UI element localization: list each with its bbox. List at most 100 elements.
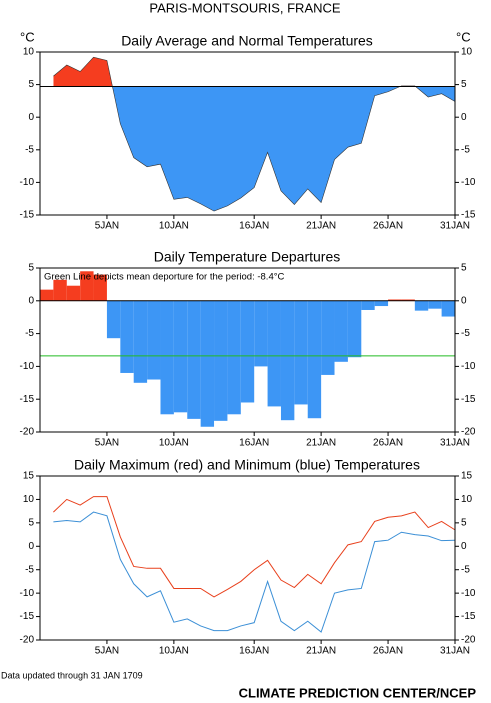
y2-tick-label: 5 [461, 263, 467, 274]
y2-tick-label: -20 [461, 635, 476, 646]
bar [173, 300, 188, 413]
series-line [53, 511, 456, 633]
chart-title: Daily Maximum (red) and Minimum (blue) T… [74, 457, 420, 473]
y2-tick-label: 5 [461, 517, 467, 528]
credit: CLIMATE PREDICTION CENTER/NCEP [239, 685, 477, 700]
update-note: Data updated through 31 JAN 1709 [1, 670, 143, 680]
bar [80, 271, 94, 301]
y2-tick-label: 0 [461, 541, 467, 552]
x-tick-label: 26JAN [373, 221, 403, 232]
bar [334, 300, 348, 362]
x-tick-label: 21JAN [306, 221, 336, 232]
bar [200, 300, 215, 427]
y2-tick-label: -10 [461, 361, 476, 372]
y2-tick-label: -20 [461, 427, 476, 438]
bar [227, 300, 241, 415]
y-tick-label: 15 [23, 471, 35, 482]
x-tick-label: 31JAN [440, 221, 470, 232]
plot-frame [39, 51, 456, 216]
chart-title: Daily Temperature Departures [154, 249, 341, 265]
x-tick-label: 5JAN [95, 221, 119, 232]
y-tick-label: -15 [20, 210, 35, 221]
average-line [53, 56, 456, 212]
bar [414, 300, 429, 311]
x-tick-label: 5JAN [95, 438, 119, 449]
y2-tick-label: 10 [461, 47, 473, 58]
x-tick-label: 31JAN [440, 646, 470, 657]
bar [66, 285, 81, 301]
bar [106, 300, 121, 339]
bar [441, 300, 455, 317]
y-tick-label: -10 [20, 361, 35, 372]
y-tick-label: -5 [25, 144, 34, 155]
bar [428, 300, 442, 309]
x-tick-label: 10JAN [159, 221, 189, 232]
y2-tick-label: 5 [461, 79, 467, 90]
y-tick-label: 0 [28, 295, 34, 306]
x-tick-label: 10JAN [159, 646, 189, 657]
plot-frame [39, 475, 456, 641]
bar [267, 300, 281, 407]
y2-tick-label: 15 [461, 471, 473, 482]
bar [321, 300, 335, 375]
y-tick-label: -5 [25, 328, 34, 339]
y2-tick-label: -5 [461, 328, 470, 339]
x-tick-label: 16JAN [239, 221, 269, 232]
bar [401, 299, 415, 301]
y-tick-label: -20 [20, 427, 35, 438]
y-tick-label: 10 [23, 494, 35, 505]
x-tick-label: 21JAN [306, 438, 336, 449]
y2-axis-label: °C [456, 29, 471, 44]
bar [147, 300, 161, 380]
bar [307, 300, 322, 419]
x-tick-label: 26JAN [373, 438, 403, 449]
y2-tick-label: -15 [461, 611, 476, 622]
plot-frame [39, 267, 456, 433]
bar [388, 299, 402, 301]
bar [374, 300, 389, 307]
y-tick-label: -15 [20, 611, 35, 622]
y-tick-label: -5 [25, 564, 34, 575]
y-tick-label: 0 [28, 541, 34, 552]
y-tick-label: 5 [28, 263, 34, 274]
y2-tick-label: 0 [461, 295, 467, 306]
y-tick-label: 5 [28, 517, 34, 528]
y-tick-label: -10 [20, 177, 35, 188]
y2-tick-label: -10 [461, 177, 476, 188]
x-tick-label: 21JAN [306, 646, 336, 657]
bar [93, 274, 107, 301]
y2-tick-label: -5 [461, 144, 470, 155]
bar [240, 300, 255, 403]
bar [53, 279, 67, 301]
y2-tick-label: -10 [461, 588, 476, 599]
bar [214, 300, 228, 421]
area-below [53, 86, 455, 212]
y2-tick-label: -15 [461, 210, 476, 221]
y-tick-label: -15 [20, 394, 35, 405]
y2-tick-label: 10 [461, 494, 473, 505]
y-tick-label: -20 [20, 635, 35, 646]
y2-tick-label: -5 [461, 564, 470, 575]
x-tick-label: 31JAN [440, 438, 470, 449]
y2-tick-label: -15 [461, 394, 476, 405]
x-tick-label: 10JAN [159, 438, 189, 449]
y-tick-label: 5 [28, 79, 34, 90]
x-tick-label: 26JAN [373, 646, 403, 657]
x-tick-label: 5JAN [95, 646, 119, 657]
bar [254, 300, 268, 367]
series-line [53, 496, 456, 598]
y2-tick-label: 0 [461, 112, 467, 123]
bar [361, 300, 375, 310]
bar [120, 300, 134, 373]
page-title: PARIS-MONTSOURIS, FRANCE [149, 0, 340, 15]
y-tick-label: 10 [23, 47, 35, 58]
annotation: Green Line depicts mean deporture for th… [44, 272, 285, 283]
x-tick-label: 16JAN [239, 438, 269, 449]
bar [280, 300, 295, 421]
y-tick-label: -10 [20, 588, 35, 599]
bar [347, 300, 362, 358]
bar [40, 289, 54, 301]
bar [133, 300, 148, 383]
y-tick-label: 0 [28, 112, 34, 123]
